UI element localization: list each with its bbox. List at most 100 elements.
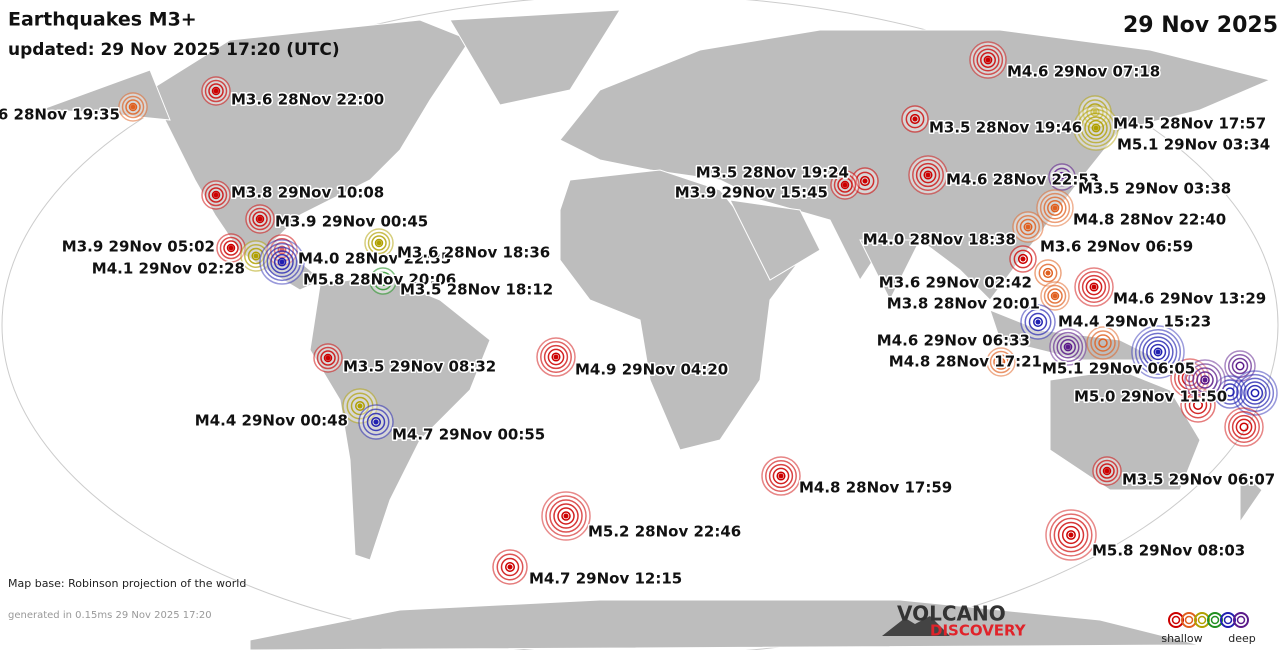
quake-center <box>380 278 386 284</box>
quake-ring <box>1239 422 1249 432</box>
quake-ring <box>125 99 141 115</box>
quake-marker <box>901 105 929 133</box>
quake-ring <box>371 417 381 427</box>
quake-center <box>1104 468 1110 474</box>
quake-marker <box>830 170 860 200</box>
quake-ring <box>549 499 583 533</box>
quake-ring <box>323 353 333 363</box>
quake-marker <box>358 404 394 440</box>
quake-ring <box>1102 466 1112 476</box>
quake-label: M4.4 29Nov 15:23 <box>1058 313 1211 331</box>
quake-center <box>213 192 219 198</box>
quake-marker <box>492 549 528 585</box>
quake-ring <box>1047 288 1063 304</box>
quake-marker <box>313 343 343 373</box>
quake-label: M4.8 28Nov 17:21 <box>889 353 1042 371</box>
quake-marker <box>1049 328 1087 366</box>
legend-ring-inner <box>1171 615 1181 625</box>
quake-ring <box>1028 312 1048 332</box>
quake-ring <box>1019 218 1037 236</box>
quake-label: M3.6 29Nov 02:42 <box>879 274 1032 292</box>
quake-center <box>1052 205 1058 211</box>
quake-marker <box>1009 245 1037 273</box>
quake-ring <box>500 557 520 577</box>
quake-ring <box>1193 400 1203 410</box>
quake-marker <box>245 204 275 234</box>
quake-ring <box>367 231 391 255</box>
quake-center <box>130 104 136 110</box>
quake-label: M5.8 29Nov 08:03 <box>1092 542 1245 560</box>
quake-ring <box>1043 284 1067 308</box>
quake-center <box>1091 284 1097 290</box>
quake-ring <box>1050 203 1060 213</box>
quake-ring <box>1090 107 1100 117</box>
quake-ring <box>1231 357 1249 375</box>
quake-ring <box>1146 340 1170 364</box>
quake-center <box>1068 532 1074 538</box>
quake-ring <box>128 102 138 112</box>
quake-ring <box>505 562 515 572</box>
unlabeled-quakes <box>1086 326 1278 447</box>
logo-icon <box>882 616 950 636</box>
quake-ring <box>1080 112 1112 144</box>
quake-ring <box>1217 379 1243 405</box>
quake-ring <box>1246 384 1264 402</box>
quake-label: M4.8 28Nov 17:59 <box>799 479 952 497</box>
quake-center <box>257 216 263 222</box>
legend-ring-inner <box>1184 615 1194 625</box>
quake-ring <box>1099 463 1115 479</box>
quake-ring <box>1134 328 1182 376</box>
quake-label: M4.6 29Nov 13:29 <box>1113 290 1266 308</box>
quake-ring <box>983 55 993 65</box>
quake-marker <box>1036 189 1074 227</box>
alaska <box>39 69 171 121</box>
quake-ring <box>1180 387 1216 423</box>
legend-ring <box>1220 612 1236 628</box>
quake-ring <box>1053 517 1089 553</box>
south-america <box>309 274 491 561</box>
quake-label: M3.6 28Nov 22:00 <box>231 91 384 109</box>
quake-ring <box>1098 338 1108 348</box>
quake-ring <box>545 495 587 537</box>
quake-ring <box>1013 249 1033 269</box>
quake-center <box>985 57 991 63</box>
quake-ring <box>1056 171 1068 183</box>
quake-center <box>507 564 513 570</box>
quake-marker <box>541 491 591 541</box>
quake-marker <box>118 92 148 122</box>
quake-label: M4.7 29Nov 12:15 <box>529 570 682 588</box>
quake-ring <box>543 344 569 370</box>
quake-ring <box>219 236 243 260</box>
arabia <box>729 199 821 281</box>
quake-marker <box>1012 211 1044 243</box>
legend-shallow: shallow <box>1161 632 1202 645</box>
quake-ring <box>772 467 790 485</box>
quake-ring <box>915 162 941 188</box>
quake-label: M4.4 29Nov 00:48 <box>195 412 348 430</box>
quake-marker <box>259 239 305 285</box>
quake-ring <box>1087 119 1105 137</box>
quake-marker <box>986 347 1016 377</box>
quake-ring <box>1225 387 1235 397</box>
quake-center <box>1065 344 1071 350</box>
quake-ring <box>377 275 389 287</box>
quake-center <box>1020 256 1026 262</box>
quake-ring <box>208 83 224 99</box>
legend-ring <box>1194 612 1210 628</box>
quake-label: M5.8 28Nov 20:06 <box>303 271 456 289</box>
quake-ring <box>976 48 1000 72</box>
antarctica <box>249 599 1201 650</box>
quake-label: M3.5 28Nov 19:46 <box>929 119 1082 137</box>
quake-ring <box>1052 331 1084 363</box>
quake-label: M3.6 29Nov 06:59 <box>1040 238 1193 256</box>
quakes: 6 28Nov 19:35 M3.6 28Nov 22:00 M3.8 29Nov … <box>0 41 1277 589</box>
quake-marker <box>364 228 394 258</box>
quake-label: M3.5 29Nov 03:38 <box>1078 180 1231 198</box>
quake-ring <box>765 460 797 492</box>
quake-marker <box>1092 456 1122 486</box>
greenland <box>449 9 621 106</box>
quake-ring <box>1039 192 1071 224</box>
quake-label: M4.7 29Nov 00:55 <box>392 426 545 444</box>
quake-ring <box>909 113 921 125</box>
legend <box>1168 612 1249 628</box>
